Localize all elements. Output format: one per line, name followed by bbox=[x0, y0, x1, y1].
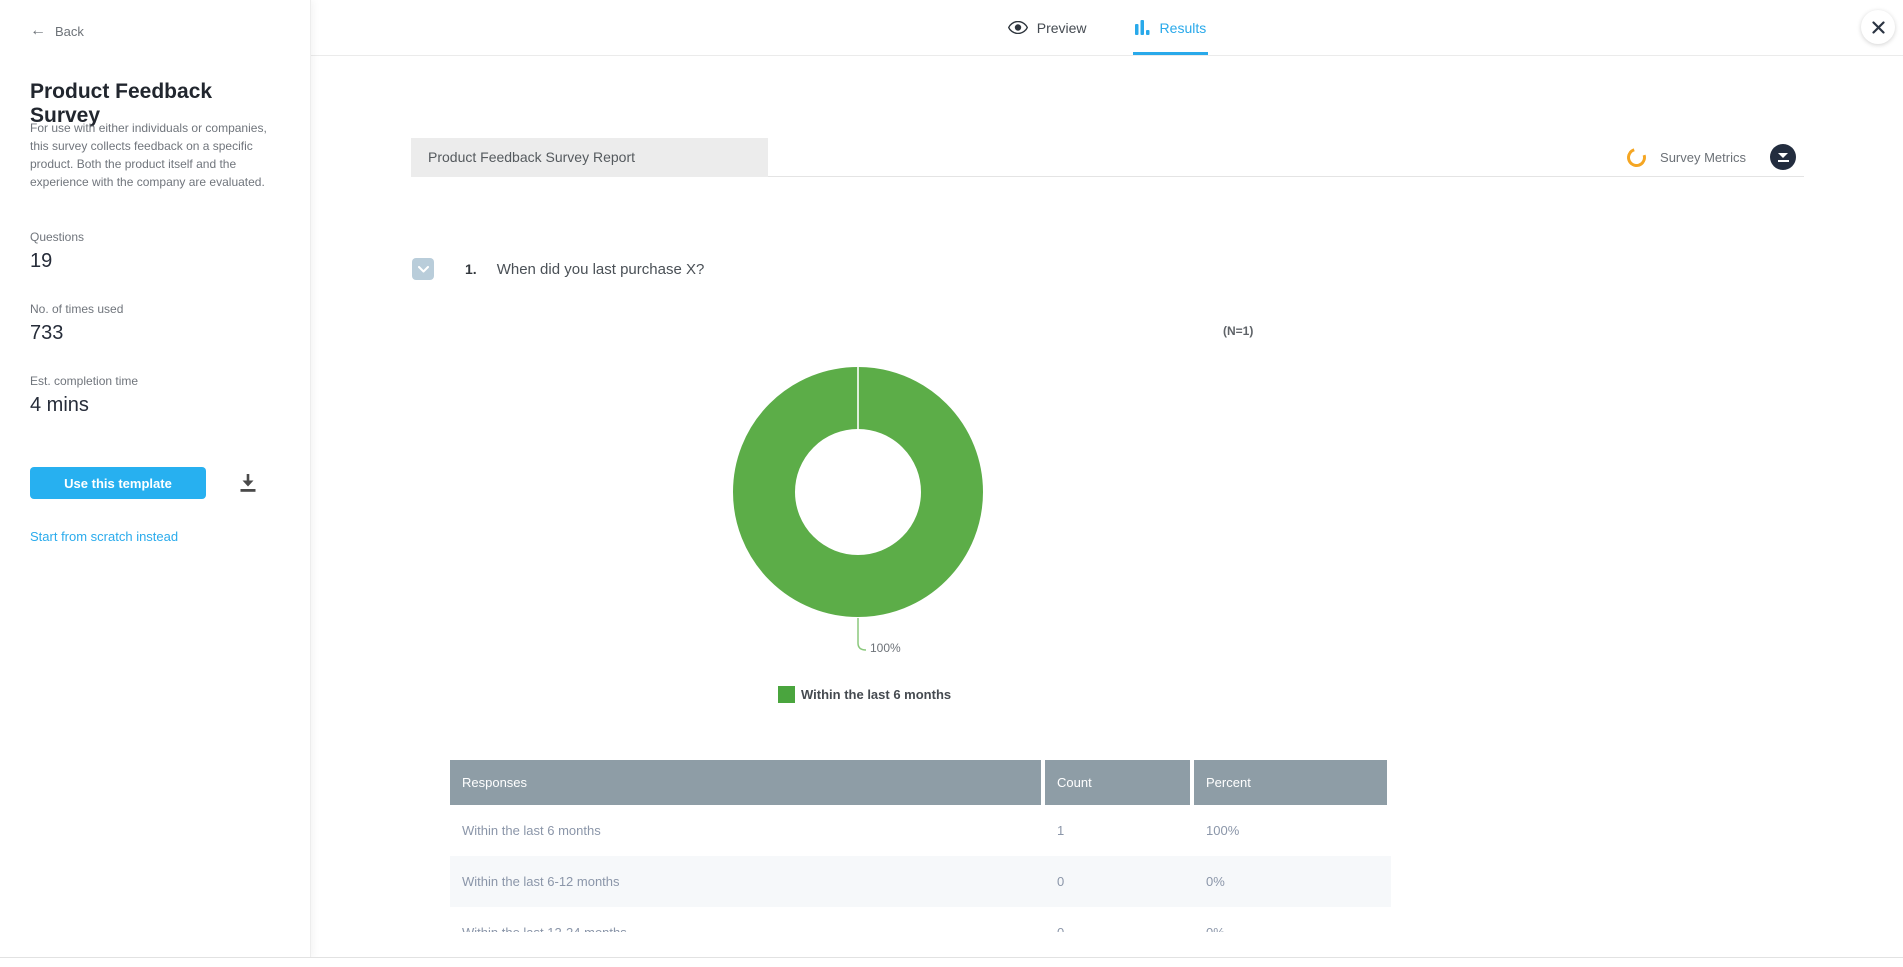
report-title: Product Feedback Survey Report bbox=[428, 149, 635, 165]
tab-results[interactable]: Results bbox=[1135, 0, 1207, 55]
times-used-label: No. of times used bbox=[30, 302, 123, 316]
collapse-question-button[interactable] bbox=[412, 258, 434, 280]
top-tab-bar: Preview Results bbox=[311, 0, 1903, 56]
cell-percent: 0% bbox=[1194, 874, 1387, 889]
tab-preview[interactable]: Preview bbox=[1008, 0, 1087, 55]
template-description: For use with either individuals or compa… bbox=[30, 119, 270, 191]
cell-count: 0 bbox=[1045, 874, 1194, 889]
cell-count: 0 bbox=[1045, 925, 1194, 932]
responses-table: Responses Count Percent Within the last … bbox=[450, 760, 1391, 932]
results-content: Product Feedback Survey Report Survey Me… bbox=[311, 56, 1903, 958]
questions-value: 19 bbox=[30, 250, 52, 273]
completion-time-label: Est. completion time bbox=[30, 374, 138, 388]
chevron-down-icon bbox=[418, 266, 429, 273]
slice-percent-label: 100% bbox=[870, 641, 901, 655]
export-button[interactable] bbox=[1770, 144, 1796, 170]
back-label: Back bbox=[55, 24, 84, 39]
report-title-tab[interactable]: Product Feedback Survey Report bbox=[411, 138, 768, 177]
use-template-button[interactable]: Use this template bbox=[30, 467, 206, 499]
left-arrow-icon: ← bbox=[30, 23, 46, 39]
respondent-count-label: (N=1) bbox=[1223, 324, 1253, 338]
tab-preview-label: Preview bbox=[1037, 20, 1087, 36]
loading-spinner-icon bbox=[1624, 144, 1650, 170]
table-row: Within the last 6 months 1 100% bbox=[450, 805, 1391, 856]
export-underline-icon bbox=[1778, 160, 1789, 162]
caret-down-icon bbox=[1778, 153, 1788, 158]
questions-label: Questions bbox=[30, 230, 84, 244]
question-number: 1. bbox=[465, 261, 477, 277]
cell-response: Within the last 6-12 months bbox=[450, 874, 1045, 889]
cell-response: Within the last 6 months bbox=[450, 823, 1045, 838]
question-text: When did you last purchase X? bbox=[497, 261, 705, 278]
main-panel: Preview Results Product Feedback Survey … bbox=[0, 0, 1903, 958]
times-used-value: 733 bbox=[30, 322, 63, 345]
cell-response: Within the last 12-24 months bbox=[450, 925, 1045, 932]
cell-percent: 100% bbox=[1194, 823, 1387, 838]
col-header-count: Count bbox=[1045, 760, 1190, 805]
eye-icon bbox=[1008, 21, 1028, 34]
table-row: Within the last 12-24 months 0 0% bbox=[450, 907, 1391, 932]
callout-leader-line bbox=[858, 618, 866, 650]
question-row: 1. When did you last purchase X? bbox=[412, 258, 704, 280]
template-preview-window: Preview Results Product Feedback Survey … bbox=[0, 0, 1903, 967]
cell-percent: 0% bbox=[1194, 925, 1387, 932]
col-header-responses: Responses bbox=[450, 760, 1041, 805]
active-tab-underline bbox=[1133, 52, 1209, 55]
tab-results-label: Results bbox=[1160, 20, 1207, 36]
slice-divider bbox=[857, 367, 859, 430]
legend-swatch bbox=[778, 686, 795, 703]
main-area: Preview Results Product Feedback Survey … bbox=[311, 0, 1903, 958]
download-icon[interactable] bbox=[236, 471, 260, 495]
donut-chart[interactable] bbox=[728, 366, 988, 666]
report-header-row: Product Feedback Survey Report Survey Me… bbox=[411, 138, 1804, 177]
completion-time-value: 4 mins bbox=[30, 394, 89, 417]
back-link[interactable]: ← Back bbox=[30, 23, 84, 39]
table-header-row: Responses Count Percent bbox=[450, 760, 1391, 805]
close-icon bbox=[1872, 21, 1885, 34]
survey-metrics-group[interactable]: Survey Metrics bbox=[1627, 144, 1804, 170]
close-button[interactable] bbox=[1861, 10, 1895, 44]
cell-count: 1 bbox=[1045, 823, 1194, 838]
legend-label: Within the last 6 months bbox=[801, 687, 951, 702]
start-from-scratch-link[interactable]: Start from scratch instead bbox=[30, 529, 178, 544]
template-info-sidebar: ← Back Product Feedback Survey For use w… bbox=[0, 0, 311, 958]
bar-chart-icon bbox=[1135, 20, 1151, 35]
table-row: Within the last 6-12 months 0 0% bbox=[450, 856, 1391, 907]
col-header-percent: Percent bbox=[1194, 760, 1387, 805]
survey-metrics-label: Survey Metrics bbox=[1660, 150, 1746, 165]
chart-legend: Within the last 6 months bbox=[778, 686, 951, 703]
